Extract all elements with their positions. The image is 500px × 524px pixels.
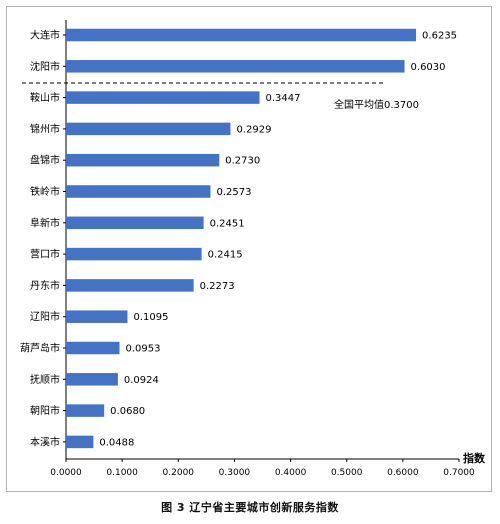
data-label: 0.0953 <box>126 344 161 355</box>
data-label: 0.2730 <box>225 156 260 167</box>
bar <box>66 122 231 136</box>
x-tick-label: 0.5000 <box>331 468 363 478</box>
bar <box>66 91 260 104</box>
x-tick-label: 0.1000 <box>106 468 138 478</box>
chart-title: 图 3 辽宁省主要城市创新服务指数 <box>161 501 339 514</box>
data-label: 0.6235 <box>422 31 457 42</box>
data-label: 0.2273 <box>200 281 235 292</box>
bar <box>66 373 118 386</box>
data-label: 0.0924 <box>124 375 159 386</box>
category-label: 朝阳市 <box>30 404 60 417</box>
data-label: 0.3447 <box>266 93 301 104</box>
bar <box>66 341 120 355</box>
chart-frame <box>6 6 492 492</box>
category-label: 铁岭市 <box>30 185 60 198</box>
data-label: 0.2929 <box>236 124 271 135</box>
bar <box>66 185 211 198</box>
data-label: 0.2451 <box>210 218 245 229</box>
category-label: 辽阳市 <box>30 310 60 323</box>
category-label: 葫芦岛市 <box>20 342 60 355</box>
category-label: 营口市 <box>30 248 60 261</box>
bar <box>66 153 220 167</box>
category-label: 盘锦市 <box>30 154 60 167</box>
bar <box>66 404 105 417</box>
category-label: 锦州市 <box>30 122 60 135</box>
category-label: 丹东市 <box>30 279 60 292</box>
category-label: 阜新市 <box>30 216 60 229</box>
data-label: 0.2415 <box>208 250 243 261</box>
bar <box>66 216 204 230</box>
data-label: 0.0488 <box>99 437 134 448</box>
x-tick-label: 0.7000 <box>443 468 475 478</box>
data-label: 0.2573 <box>216 187 251 198</box>
bar <box>66 435 94 449</box>
category-label: 鞍山市 <box>30 91 60 104</box>
bar <box>66 310 128 323</box>
x-tick-label: 0.4000 <box>275 468 307 478</box>
x-tick-label: 0.3000 <box>219 468 251 478</box>
average-reference-label: 全国平均值0.3700 <box>334 98 419 111</box>
data-label: 0.6030 <box>411 62 446 73</box>
category-label: 抚顺市 <box>30 373 60 386</box>
data-label: 0.0680 <box>110 406 145 417</box>
bar <box>66 247 202 261</box>
x-tick-label: 0.6000 <box>387 468 419 478</box>
x-axis-title: 指数 <box>463 451 486 465</box>
category-label: 大连市 <box>30 29 60 42</box>
x-tick-label: 0.0000 <box>50 468 82 478</box>
category-label: 沈阳市 <box>30 60 60 73</box>
data-label: 0.1095 <box>133 312 168 323</box>
bar <box>66 28 417 42</box>
bar <box>66 60 405 73</box>
bar <box>66 279 194 292</box>
x-tick-label: 0.2000 <box>163 468 195 478</box>
category-label: 本溪市 <box>30 435 60 448</box>
